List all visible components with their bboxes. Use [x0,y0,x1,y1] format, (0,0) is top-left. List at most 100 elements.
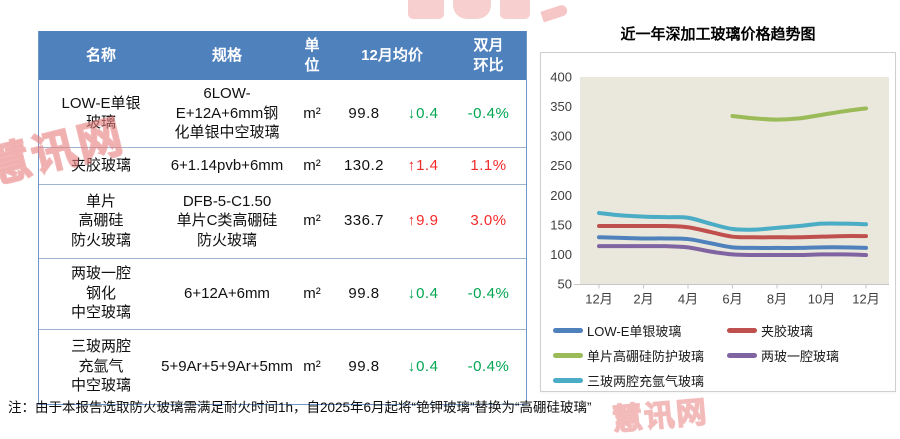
delta-value: 0.4 [416,284,439,302]
cell-price: 99.8 [348,284,380,302]
trend-arrow-icon: ↓ [407,357,416,375]
cell-delta: ↓ 0.4 [395,330,451,404]
delta-value: 9.9 [416,212,439,230]
x-tick-label: 10月 [808,292,835,307]
trend-arrow-icon: ↑ [407,156,416,174]
legend-swatch [553,378,583,383]
table-header-row: 名称 规格 单 位 12月均价 双月 环比 [39,31,526,80]
delta-value: 0.4 [416,357,439,375]
cell-ratio: -0.4% [467,284,510,302]
trend-arrow-icon: ↑ [407,212,416,230]
legend-item: 单片高硼硅防护玻璃 [553,346,725,365]
y-tick-label: 400 [550,70,572,85]
cell-unit: m² [303,156,321,174]
cell-delta: ↑ 1.4 [395,148,451,184]
cell-ratio: -0.4% [467,357,510,375]
x-tick-label: 12月 [852,292,879,307]
trend-arrow-icon: ↓ [407,104,416,122]
legend-label: LOW-E单银玻璃 [587,324,682,339]
legend-swatch [553,353,583,358]
legend-swatch [553,328,583,333]
cell-name: LOW-E单银 玻璃 [61,94,141,132]
x-tick-label: 6月 [722,292,742,307]
delta-value: 0.4 [416,104,439,122]
series-line [597,244,868,258]
series-line [597,223,868,240]
watermark-swoosh [540,3,569,23]
chart-legend: LOW-E单银玻璃 夹胶玻璃单片高硼硅防护玻璃 两玻一腔玻璃三玻两腔充氩气玻璃 [541,315,895,390]
cell-spec: 6LOW-E+12A+6mm钢 化单银中空玻璃 [174,85,280,141]
price-trend-chart-panel: 近一年深加工玻璃价格趋势图 400 350 300 250 200 150 100 50 12月… [540,25,896,392]
cell-delta: ↓ 0.4 [395,80,451,147]
y-tick-label: 50 [558,277,572,292]
legend-swatch [727,328,757,333]
price-trend-plot: 400 350 300 250 200 150 100 50 12月 2月 4月 6月 8月 10月 12月 [550,70,889,307]
legend-label: 夹胶玻璃 [761,324,814,339]
cell-unit: m² [303,284,321,302]
legend-item: LOW-E单银玻璃 [553,321,725,340]
cell-name: 单片 高硼硅 防火玻璃 [70,192,131,249]
y-tick-label: 250 [550,158,572,173]
legend-label: 两玻一腔玻璃 [761,349,840,364]
trend-arrow-icon: ↓ [407,284,416,302]
cell-unit: m² [303,212,321,230]
series-line [597,235,868,250]
table-row: 单片 高硼硅 防火玻璃 DFB-5-C1.50 单片C类高硼硅 防火玻璃 m² … [39,183,526,258]
legend-label: 单片高硼硅防护玻璃 [587,349,705,364]
price-change: ↑ 9.9 [408,211,439,231]
watermark-block [500,0,530,19]
x-tick-label: 4月 [678,292,698,307]
legend-label: 三玻两腔充氩气玻璃 [587,374,705,389]
legend-item: 夹胶玻璃 [727,321,895,340]
y-tick-label: 100 [550,247,572,262]
price-change: ↓ 0.4 [408,104,439,124]
x-tick-label: 8月 [767,292,787,307]
x-tick-label: 12月 [585,292,612,307]
cell-spec: 6+12A+6mm [184,284,270,302]
header-spec: 规格 [211,46,242,64]
header-ratio: 双月 环比 [473,37,504,74]
series-line [597,211,868,232]
cell-spec: 5+9Ar+5+9Ar+5mm [161,357,293,375]
header-price: 12月均价 [361,46,423,64]
cell-name: 三玻两腔 充氩气 中空玻璃 [70,338,131,395]
series-line [730,106,868,122]
delta-value: 1.4 [416,156,439,174]
cell-unit: m² [303,357,321,375]
table-row: LOW-E单银 玻璃 6LOW-E+12A+6mm钢 化单银中空玻璃 m² 99… [39,80,526,147]
table-row: 三玻两腔 充氩气 中空玻璃 5+9Ar+5+9Ar+5mm m² 99.8 ↓ 0… [39,328,526,404]
cell-price: 336.7 [343,212,385,230]
table-row: 夹胶玻璃 6+1.14pvb+6mm m² 130.2 ↑ 1.4 1.1% [39,146,526,184]
chart-title: 近一年深加工玻璃价格趋势图 [620,26,816,43]
glass-price-table: 名称 规格 单 位 12月均价 双月 环比 LOW-E单银 玻璃 6LOW-E+… [38,31,527,405]
cell-price: 99.8 [348,357,380,375]
cell-delta: ↓ 0.4 [395,259,451,329]
table-row: 两玻一腔 钢化 中空玻璃 6+12A+6mm m² 99.8 ↓ 0.4 -0.4… [39,257,526,329]
watermark-block [453,0,491,19]
chart-box: 400 350 300 250 200 150 100 50 12月 2月 4月 6月 8月 10月 12月… [540,52,896,392]
price-change: ↑ 1.4 [408,156,439,176]
header-unit: 单 位 [304,37,320,74]
price-change: ↓ 0.4 [408,284,439,304]
watermark-block [408,0,444,19]
price-change: ↓ 0.4 [408,357,439,377]
y-tick-label: 200 [550,188,572,203]
x-tick-label: 2月 [633,292,653,307]
header-name: 名称 [85,46,116,64]
legend-item: 两玻一腔玻璃 [727,346,895,365]
cell-name: 夹胶玻璃 [70,156,131,174]
y-tick-label: 150 [550,217,572,232]
cell-spec: 6+1.14pvb+6mm [170,156,284,174]
cell-ratio: -0.4% [467,104,510,122]
cell-spec: DFB-5-C1.50 单片C类高硼硅 防火玻璃 [176,192,278,249]
cell-unit: m² [303,104,321,122]
cell-price: 130.2 [343,156,385,174]
legend-swatch [727,353,757,358]
footnote: 注：由于本报告选取防火玻璃需满足耐火时间1h，自2025年6月起将“铯钾玻璃”替… [8,400,592,415]
cell-delta: ↑ 9.9 [395,185,451,258]
cell-ratio: 1.1% [470,156,507,174]
cell-price: 99.8 [348,104,380,122]
y-tick-label: 300 [550,129,572,144]
cell-ratio: 3.0% [470,212,507,230]
